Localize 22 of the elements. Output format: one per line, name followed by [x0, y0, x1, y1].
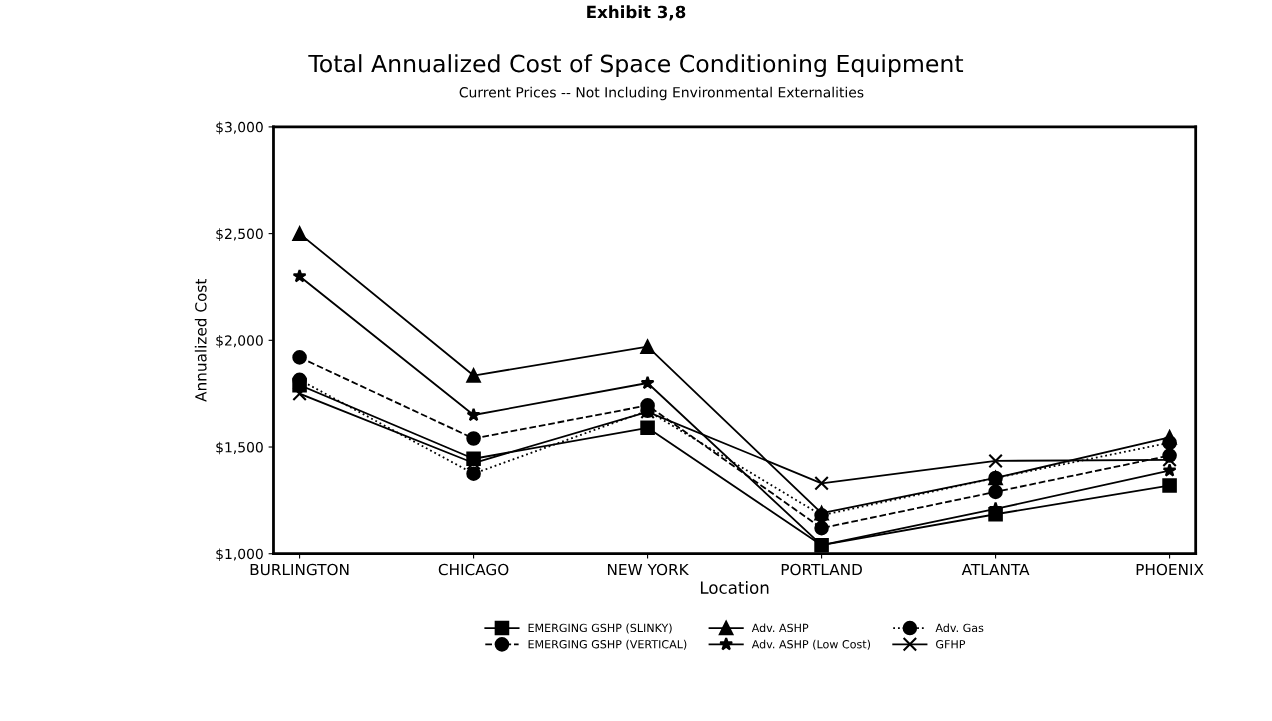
chart-title: Total Annualized Cost of Space Conditioning Equipment	[308, 54, 964, 78]
legend-label: Adv. Gas	[935, 623, 984, 633]
x-tick-label: CHICAGO	[438, 563, 509, 576]
y-tick-label: $2,500	[216, 228, 263, 241]
x-tick-label: PHOENIX	[1136, 563, 1204, 576]
x-tick-label: PORTLAND	[781, 563, 862, 576]
y-tick-label: $3,000	[216, 121, 263, 135]
legend-label: Adv. ASHP	[751, 623, 809, 633]
x-tick-label: BURLINGTON	[250, 563, 349, 576]
y-tick-label: $1,500	[216, 441, 263, 455]
x-axis-title: Location	[700, 581, 769, 594]
y-tick-label: $1,000	[216, 548, 263, 562]
text: Exhibit 3,8	[587, 5, 686, 21]
y-tick-label: $2,000	[216, 335, 263, 348]
legend-label: GFHP	[936, 639, 966, 649]
chart-subtitle: Current Prices -- Not Including Environmental Externalities	[459, 86, 864, 101]
x-tick-label: ATLANTA	[961, 563, 1030, 576]
legend-label: Adv. ASHP (Low Cost)	[751, 639, 871, 650]
x-tick-label: NEW YORK	[607, 563, 689, 576]
y-axis-title: Annualized Cost	[194, 279, 207, 402]
legend-label: EMERGING GSHP (SLINKY)	[528, 623, 672, 634]
legend-label: EMERGING GSHP (VERTICAL)	[528, 639, 687, 650]
